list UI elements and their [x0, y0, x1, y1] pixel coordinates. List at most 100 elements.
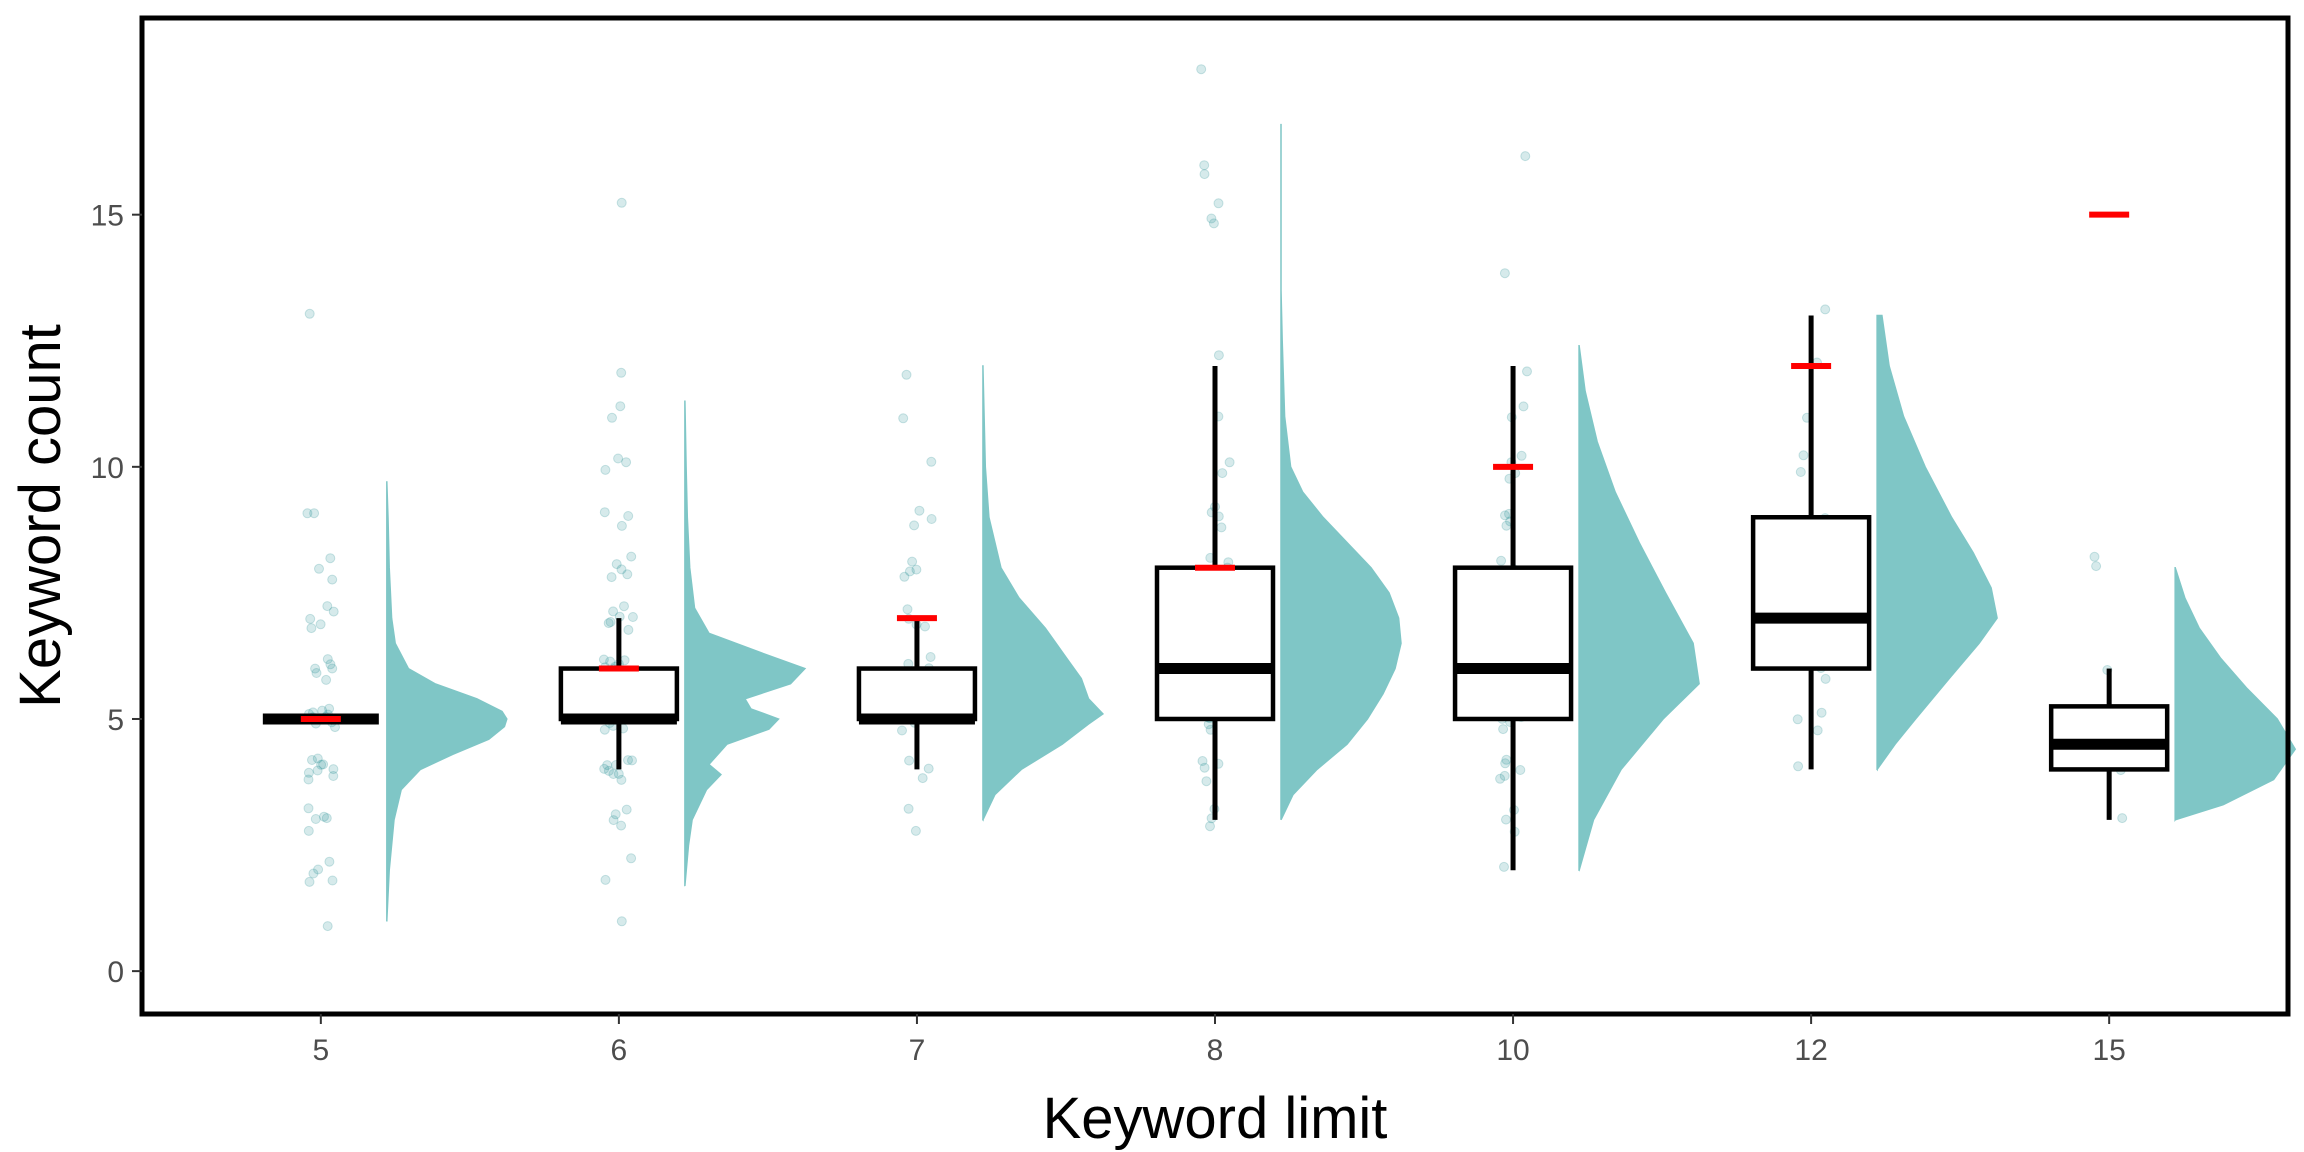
group-5-point-34 [327, 663, 338, 674]
group-15-density [2174, 566, 2297, 823]
group-8-point-38 [1208, 218, 1219, 229]
group-15-box [2048, 704, 2170, 772]
group-5-point-31 [321, 674, 332, 685]
group-10-point-38 [1516, 450, 1527, 461]
group-6-point-43 [608, 606, 619, 617]
group-8-point-37 [1213, 350, 1224, 361]
group-10-point-2 [1501, 814, 1511, 825]
group-5-point-7 [321, 813, 332, 824]
group-5-point-16 [316, 759, 327, 770]
group-5-point-4 [313, 864, 324, 875]
group-7-point-26 [914, 505, 925, 516]
group-15-point-6 [2091, 561, 2102, 572]
group-10-point-4 [1495, 773, 1506, 784]
group-8-point-35 [1224, 457, 1235, 468]
group-7-point-2 [917, 773, 928, 784]
group-5-point-32 [311, 668, 322, 678]
density-layer [386, 123, 2297, 922]
x-axis-title: Keyword limit [1043, 1086, 1388, 1151]
group-6-point-9 [613, 768, 624, 779]
group-5-point-11 [303, 774, 314, 785]
group-6-point-38 [623, 624, 634, 635]
group-5-point-39 [305, 613, 316, 624]
group-12-point-4 [1820, 673, 1831, 684]
group-7-point-22 [911, 564, 922, 575]
y-axis-title: Keyword count [8, 324, 73, 708]
group-6-point-3 [616, 820, 627, 831]
group-5-point-46 [302, 508, 313, 519]
group-5-point-44 [325, 553, 336, 564]
group-7-point-25 [926, 514, 937, 524]
group-15-point-7 [2089, 551, 2100, 562]
group-5-point-2 [304, 876, 315, 887]
group-6-point-14 [623, 755, 633, 766]
group-7-point-1 [903, 803, 914, 814]
group-8-box [1154, 565, 1276, 722]
group-6-point-42 [627, 612, 638, 622]
group-7-point-28 [898, 413, 909, 424]
group-5-point-15 [328, 764, 339, 775]
group-12-point-23 [1820, 304, 1831, 315]
group-6-point-50 [616, 520, 627, 531]
group-5-point-14 [312, 765, 323, 776]
group-6-point-11 [599, 763, 610, 774]
group-7-point-3 [923, 763, 934, 774]
group-8-point-0 [1205, 821, 1215, 832]
limit-layer [300, 211, 2130, 722]
group-10-density [1578, 345, 1700, 872]
group-8-point-41 [1199, 169, 1210, 180]
x-tick-label-10: 10 [1496, 1034, 1529, 1067]
group-7-point-20 [899, 571, 910, 582]
group-5-point-17 [318, 759, 329, 770]
y-tick-label-10: 10 [91, 452, 124, 485]
group-5-point-0 [322, 921, 333, 932]
group-6-point-2 [626, 853, 637, 864]
group-6-point-47 [616, 564, 627, 575]
group-6-point-57 [615, 401, 626, 412]
group-6-point-53 [600, 464, 611, 475]
group-10-point-7 [1500, 758, 1511, 769]
group-5-point-29 [324, 703, 335, 714]
group-5-point-3 [308, 868, 319, 879]
group-6-point-37 [598, 654, 609, 665]
group-6-point-58 [616, 367, 627, 378]
group-7-point-21 [904, 566, 915, 577]
group-10-point-9 [1498, 724, 1509, 735]
group-6-point-12 [602, 760, 613, 771]
group-5-point-36 [322, 654, 333, 665]
group-8-point-30 [1216, 522, 1227, 533]
group-6-point-40 [603, 618, 614, 629]
group-8-point-34 [1217, 468, 1228, 479]
group-5-point-35 [325, 659, 336, 670]
group-6-point-17 [599, 724, 610, 735]
group-12-point-20 [1798, 450, 1809, 461]
group-5-point-6 [303, 825, 314, 836]
group-8-density [1280, 123, 1402, 821]
group-5-point-38 [315, 619, 326, 630]
group-6-point-46 [622, 569, 633, 580]
group-6-point-44 [619, 601, 629, 612]
group-5-point-19 [307, 755, 317, 765]
group-7-point-16 [920, 621, 930, 632]
group-12-density [1876, 314, 1998, 772]
group-5-point-9 [319, 811, 329, 822]
group-5-point-41 [322, 601, 333, 612]
y-tick-label-5: 5 [107, 704, 124, 737]
group-8-point-6 [1197, 756, 1208, 766]
group-8-point-43 [1196, 64, 1207, 75]
group-10-box [1452, 565, 1574, 722]
group-5-point-18 [312, 753, 323, 764]
group-10-point-33 [1500, 510, 1510, 521]
x-tick-label-8: 8 [1207, 1034, 1224, 1067]
group-12-point-1 [1812, 725, 1823, 736]
group-10-point-41 [1522, 366, 1532, 377]
group-7-point-4 [904, 755, 915, 766]
group-10-point-5 [1499, 770, 1510, 781]
group-6-point-10 [603, 765, 614, 776]
group-5-point-40 [328, 606, 339, 617]
group-5-point-42 [327, 574, 338, 585]
x-tick-label-5: 5 [312, 1034, 329, 1067]
group-8-point-3 [1201, 776, 1212, 787]
y-tick-label-0: 0 [107, 956, 124, 989]
